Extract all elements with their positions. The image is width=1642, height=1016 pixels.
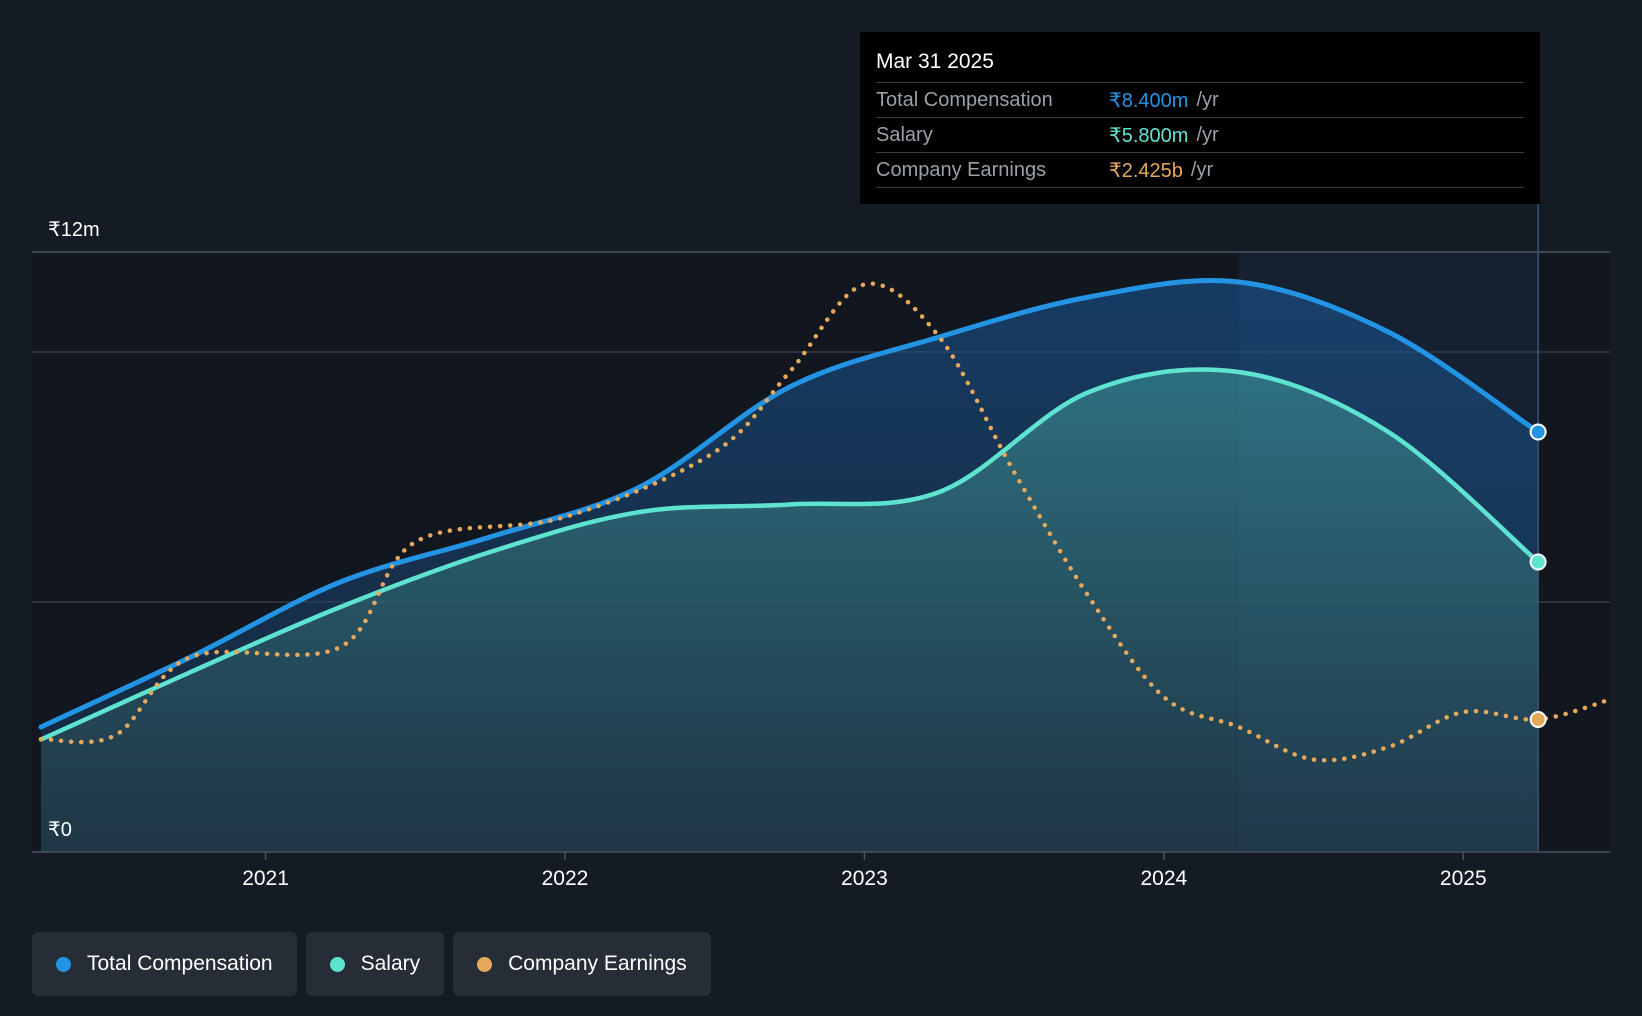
x-tick-label: 2024 <box>1140 867 1187 890</box>
tooltip-label: Company Earnings <box>876 158 1047 181</box>
tooltip-row-salary: Salary ₹5.800m /yr <box>876 117 1524 152</box>
legend-item-salary[interactable]: Salary <box>305 932 445 996</box>
end-marker <box>1529 423 1547 441</box>
tooltip-label: Salary <box>876 123 933 146</box>
legend-dot-icon <box>56 956 71 972</box>
legend-label: Salary <box>360 952 421 975</box>
company-earnings-line <box>38 281 1613 763</box>
tooltip-value: ₹5.800m <box>1109 124 1189 147</box>
x-tick-label: 2023 <box>841 867 888 890</box>
end-marker <box>1529 711 1547 728</box>
tooltip-date: Mar 31 2025 <box>876 50 994 73</box>
x-tick-label: 2021 <box>242 867 289 890</box>
legend-label: Total Compensation <box>87 952 273 975</box>
salary-area <box>41 369 1539 852</box>
end-marker <box>1529 553 1547 571</box>
tooltip-label: Total Compensation <box>876 88 1053 111</box>
legend-dot-icon <box>477 956 493 972</box>
tooltip-unit: /yr <box>1196 88 1219 111</box>
salary-line <box>38 367 1541 742</box>
legend-dot-icon <box>329 956 345 972</box>
total-compensation-line <box>38 277 1541 730</box>
legend-item-total-compensation[interactable]: Total Compensation <box>32 932 297 996</box>
tooltip-row-total-compensation: Total Compensation ₹8.400m /yr <box>876 82 1524 117</box>
y-tick-label: ₹12m <box>48 219 100 241</box>
tooltip: Mar 31 2025 Total Compensation ₹8.400m /… <box>860 32 1540 204</box>
legend-item-company-earnings[interactable]: Company Earnings <box>453 932 711 996</box>
legend-label: Company Earnings <box>508 952 687 975</box>
legend: Total Compensation Salary Company Earnin… <box>32 932 711 996</box>
y-tick-label: ₹0 <box>48 819 72 841</box>
tooltip-value: ₹8.400m <box>1109 89 1189 112</box>
x-tick-label: 2022 <box>542 867 589 890</box>
tooltip-unit: /yr <box>1190 158 1214 181</box>
x-tick-label: 2025 <box>1440 867 1487 890</box>
tooltip-value: ₹2.425b <box>1109 159 1183 182</box>
tooltip-row-company-earnings: Company Earnings ₹2.425b /yr <box>876 152 1524 188</box>
tooltip-unit: /yr <box>1196 123 1219 146</box>
